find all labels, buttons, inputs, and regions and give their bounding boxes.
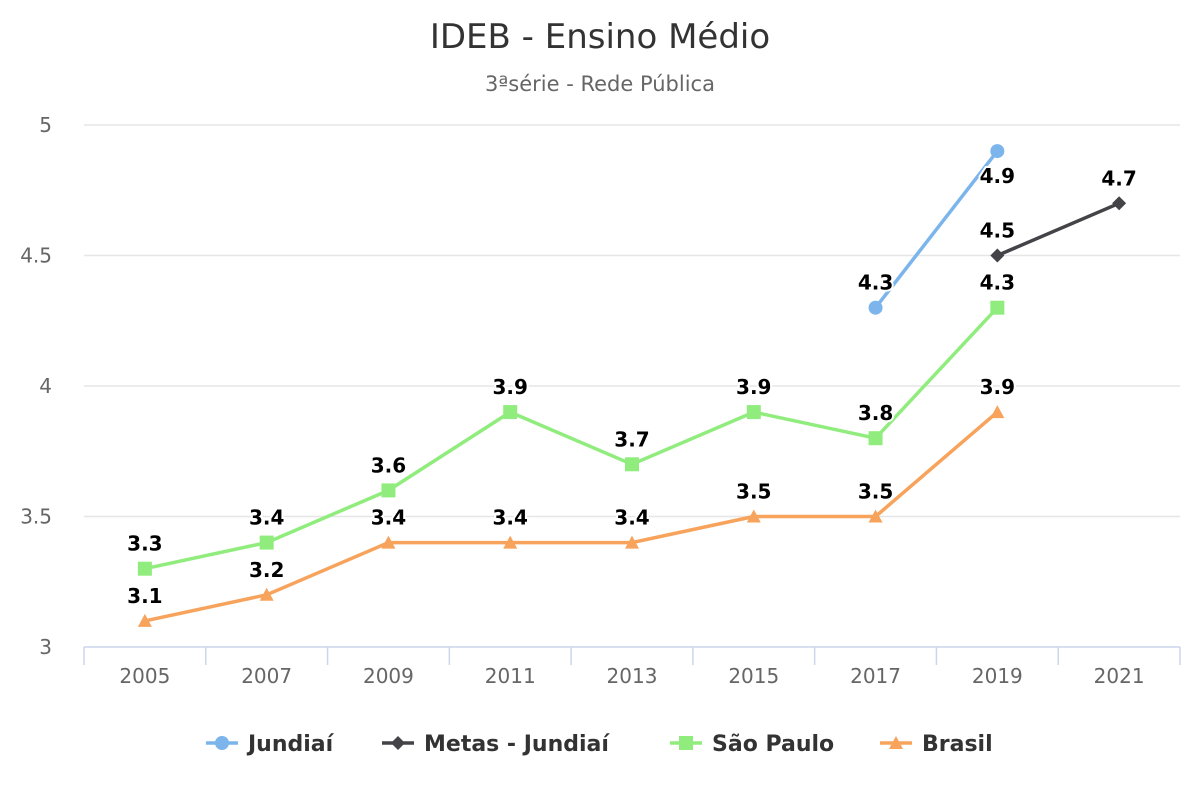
y-tick-label: 5 — [39, 113, 52, 137]
data-point[interactable] — [990, 405, 1005, 419]
data-point[interactable] — [625, 457, 639, 472]
legend-marker — [215, 736, 229, 750]
data-label: 3.8 — [858, 401, 893, 425]
data-point[interactable] — [137, 561, 152, 576]
x-tick-label: 2009 — [363, 664, 414, 688]
series-s-o-paulo — [137, 300, 1005, 576]
x-tick-label: 2007 — [241, 664, 292, 688]
data-point[interactable] — [503, 405, 518, 420]
y-axis: 3 3.5 4 4.5 5 — [20, 113, 52, 659]
x-tick-label: 2019 — [972, 664, 1023, 688]
data-point[interactable] — [381, 483, 396, 498]
data-label: 4.9 — [980, 164, 1015, 188]
data-point[interactable] — [259, 535, 274, 550]
data-point[interactable] — [1112, 196, 1127, 211]
data-point[interactable] — [990, 248, 1005, 263]
data-label: 3.4 — [249, 506, 284, 530]
data-label: 4.7 — [1101, 166, 1136, 190]
x-tick-label: 2017 — [850, 664, 901, 688]
data-point[interactable] — [746, 509, 761, 523]
data-label: 4.3 — [980, 271, 1015, 295]
chart-title: IDEB - Ensino Médio — [430, 17, 770, 57]
data-point[interactable] — [868, 509, 883, 523]
y-tick-label: 4.5 — [20, 244, 52, 268]
series-line — [144, 306, 999, 571]
data-label: 3.4 — [614, 506, 649, 530]
series-jundia- — [868, 144, 1005, 315]
data-label: 3.6 — [371, 453, 406, 477]
series-metas-jundia- — [990, 196, 1127, 263]
data-label: 3.4 — [493, 506, 528, 530]
data-point[interactable] — [990, 300, 1005, 315]
data-label: 4.3 — [858, 271, 893, 295]
legend-item[interactable]: Jundiaí — [206, 732, 335, 757]
chart-subtitle: 3ªsérie - Rede Pública — [485, 72, 715, 96]
legend-marker — [391, 736, 405, 750]
data-point[interactable] — [990, 144, 1005, 159]
data-point[interactable] — [868, 300, 883, 315]
series-line — [874, 150, 999, 309]
legend-item[interactable]: Metas - Jundiaí — [382, 732, 610, 757]
y-tick-label: 3.5 — [20, 505, 52, 529]
x-tick-label: 2015 — [728, 664, 779, 688]
x-tick-label: 2013 — [607, 664, 658, 688]
data-label: 3.7 — [614, 427, 649, 451]
legend-label: Metas - Jundiaí — [424, 732, 610, 757]
data-label: 3.1 — [127, 584, 162, 608]
series-line — [144, 410, 999, 623]
data-label: 3.2 — [249, 558, 284, 582]
data-label: 3.9 — [980, 375, 1015, 399]
y-tick-label: 3 — [39, 635, 52, 659]
legend-item[interactable]: Brasil — [880, 732, 993, 757]
legend-label: Jundiaí — [246, 732, 335, 757]
legend-item[interactable]: São Paulo — [670, 732, 834, 757]
data-point[interactable] — [137, 613, 152, 627]
x-tick-label: 2005 — [119, 664, 170, 688]
data-point[interactable] — [381, 535, 396, 549]
legend-marker — [889, 736, 903, 749]
data-label: 4.5 — [980, 219, 1015, 243]
legend-label: Brasil — [922, 732, 993, 757]
x-tick-label: 2011 — [485, 664, 536, 688]
data-label: 3.4 — [371, 506, 406, 530]
series-brasil — [137, 405, 1005, 627]
data-label: 3.5 — [858, 480, 893, 504]
legend-marker — [679, 736, 693, 750]
data-point[interactable] — [503, 535, 518, 549]
data-label: 3.5 — [736, 480, 771, 504]
series-group — [137, 144, 1127, 627]
x-tick-label: 2021 — [1094, 664, 1145, 688]
legend[interactable]: Jundiaí Metas - Jundiaí São Paulo Brasil — [206, 732, 993, 757]
data-label: 3.3 — [127, 532, 162, 556]
y-tick-label: 4 — [39, 374, 52, 398]
grid-lines — [84, 124, 1180, 518]
data-point[interactable] — [625, 535, 639, 549]
data-labels: 4.3 4.9 4.5 4.7 3.3 3.4 3.6 3.9 3.7 3.9 3.8 4.3 3.1 3… — [125, 162, 1139, 610]
legend-label: São Paulo — [712, 732, 834, 757]
data-point[interactable] — [868, 431, 883, 446]
x-axis: 2005 2007 2009 2011 2013 2015 2017 2019 2021 — [83, 646, 1181, 688]
data-label: 3.9 — [493, 375, 528, 399]
data-label: 3.9 — [736, 375, 771, 399]
series-line — [996, 201, 1120, 258]
data-point[interactable] — [746, 405, 761, 420]
data-point[interactable] — [259, 587, 274, 601]
